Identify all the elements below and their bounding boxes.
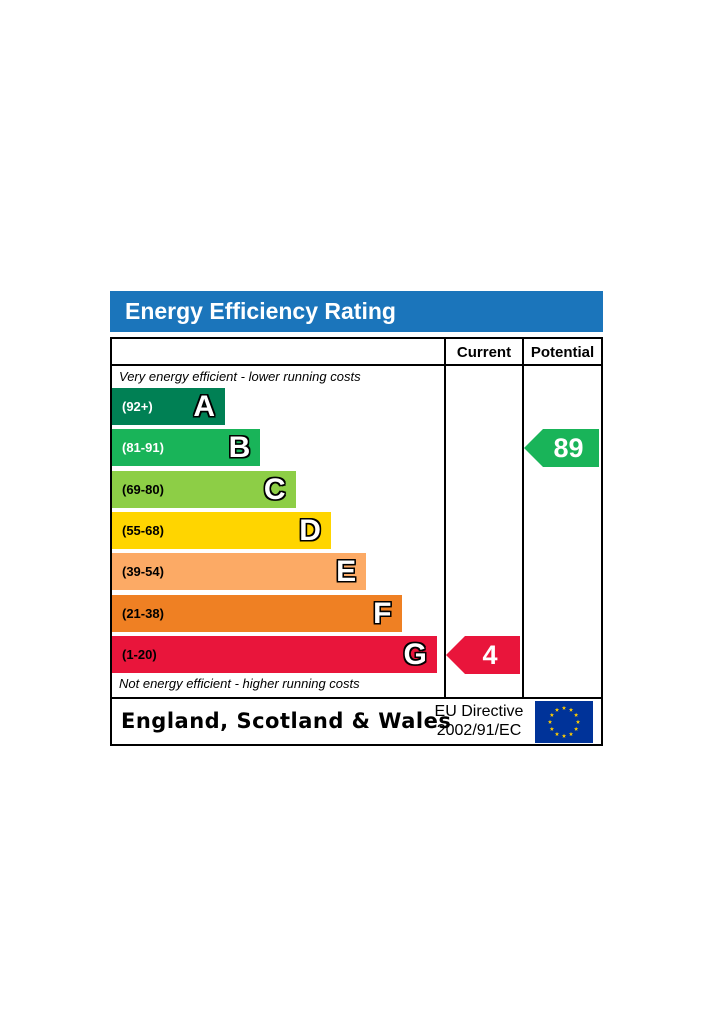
- rating-table-frame: [110, 337, 603, 746]
- potential-arrow-shape: [524, 429, 599, 468]
- eu-star: [568, 731, 574, 736]
- potential-rating-arrow: 89: [524, 429, 599, 468]
- current-rating-value: 4: [482, 639, 498, 670]
- eu-star: [547, 719, 553, 724]
- eu-star: [554, 731, 560, 736]
- potential-rating-value: 89: [553, 433, 584, 464]
- band-range-label: (39-54): [122, 564, 164, 580]
- column-divider-current: [444, 337, 446, 698]
- band-letter-label: A: [193, 390, 215, 423]
- band-letter-label: C: [263, 472, 286, 506]
- band-range-label: (21-38): [122, 605, 164, 621]
- band-letter-label: E: [336, 555, 357, 589]
- band-c: (69-80) C: [112, 470, 296, 508]
- band-range-label: (69-80): [122, 481, 164, 497]
- column-header-current: Current: [456, 344, 512, 361]
- directive-line-1: EU Directive: [434, 703, 524, 720]
- column-divider-potential: [522, 337, 524, 698]
- band-f: (21-38) F: [112, 594, 402, 632]
- note-inefficient: Not energy efficient - higher running co…: [119, 676, 360, 691]
- footer-directive: EU Directive 2002/91/EC: [428, 702, 530, 740]
- footer-row-divider: [110, 697, 603, 699]
- band-letter-label: B: [228, 431, 251, 465]
- column-header-potential: Potential: [530, 344, 595, 361]
- band-letter-label: F: [373, 596, 392, 630]
- eu-star: [568, 707, 574, 712]
- band-range-label: (1-20): [122, 646, 157, 662]
- band-d: (55-68) D: [112, 511, 331, 549]
- current-rating-arrow: 4: [446, 635, 520, 674]
- band-range-label: (92+): [122, 399, 153, 414]
- current-arrow-shape: [446, 635, 520, 674]
- band-letter-label: D: [299, 513, 321, 547]
- footer-region: England, Scotland & Wales: [121, 709, 452, 733]
- band-range-label: (81-91): [122, 440, 164, 456]
- eu-star: [554, 707, 560, 712]
- band-g: (1-20) G: [112, 635, 437, 673]
- eu-star: [575, 719, 581, 724]
- band-b: (81-91) B: [112, 429, 261, 467]
- header-row-divider: [110, 364, 603, 366]
- chart-title: Energy Efficiency Rating: [110, 291, 603, 332]
- eu-star: [561, 705, 567, 710]
- note-efficient: Very energy efficient - lower running co…: [119, 369, 361, 384]
- band-range-label: (55-68): [122, 522, 164, 538]
- band-a: (92+) A: [112, 388, 225, 425]
- eu-star: [549, 712, 555, 717]
- eu-star: [573, 726, 579, 731]
- band-letter-label: G: [403, 637, 427, 671]
- eu-star: [549, 726, 555, 731]
- eu-star: [561, 733, 567, 738]
- eu-star: [573, 712, 579, 717]
- eu-flag-icon: [535, 701, 593, 743]
- band-e: (39-54) E: [112, 553, 367, 591]
- directive-line-2: 2002/91/EC: [436, 722, 522, 739]
